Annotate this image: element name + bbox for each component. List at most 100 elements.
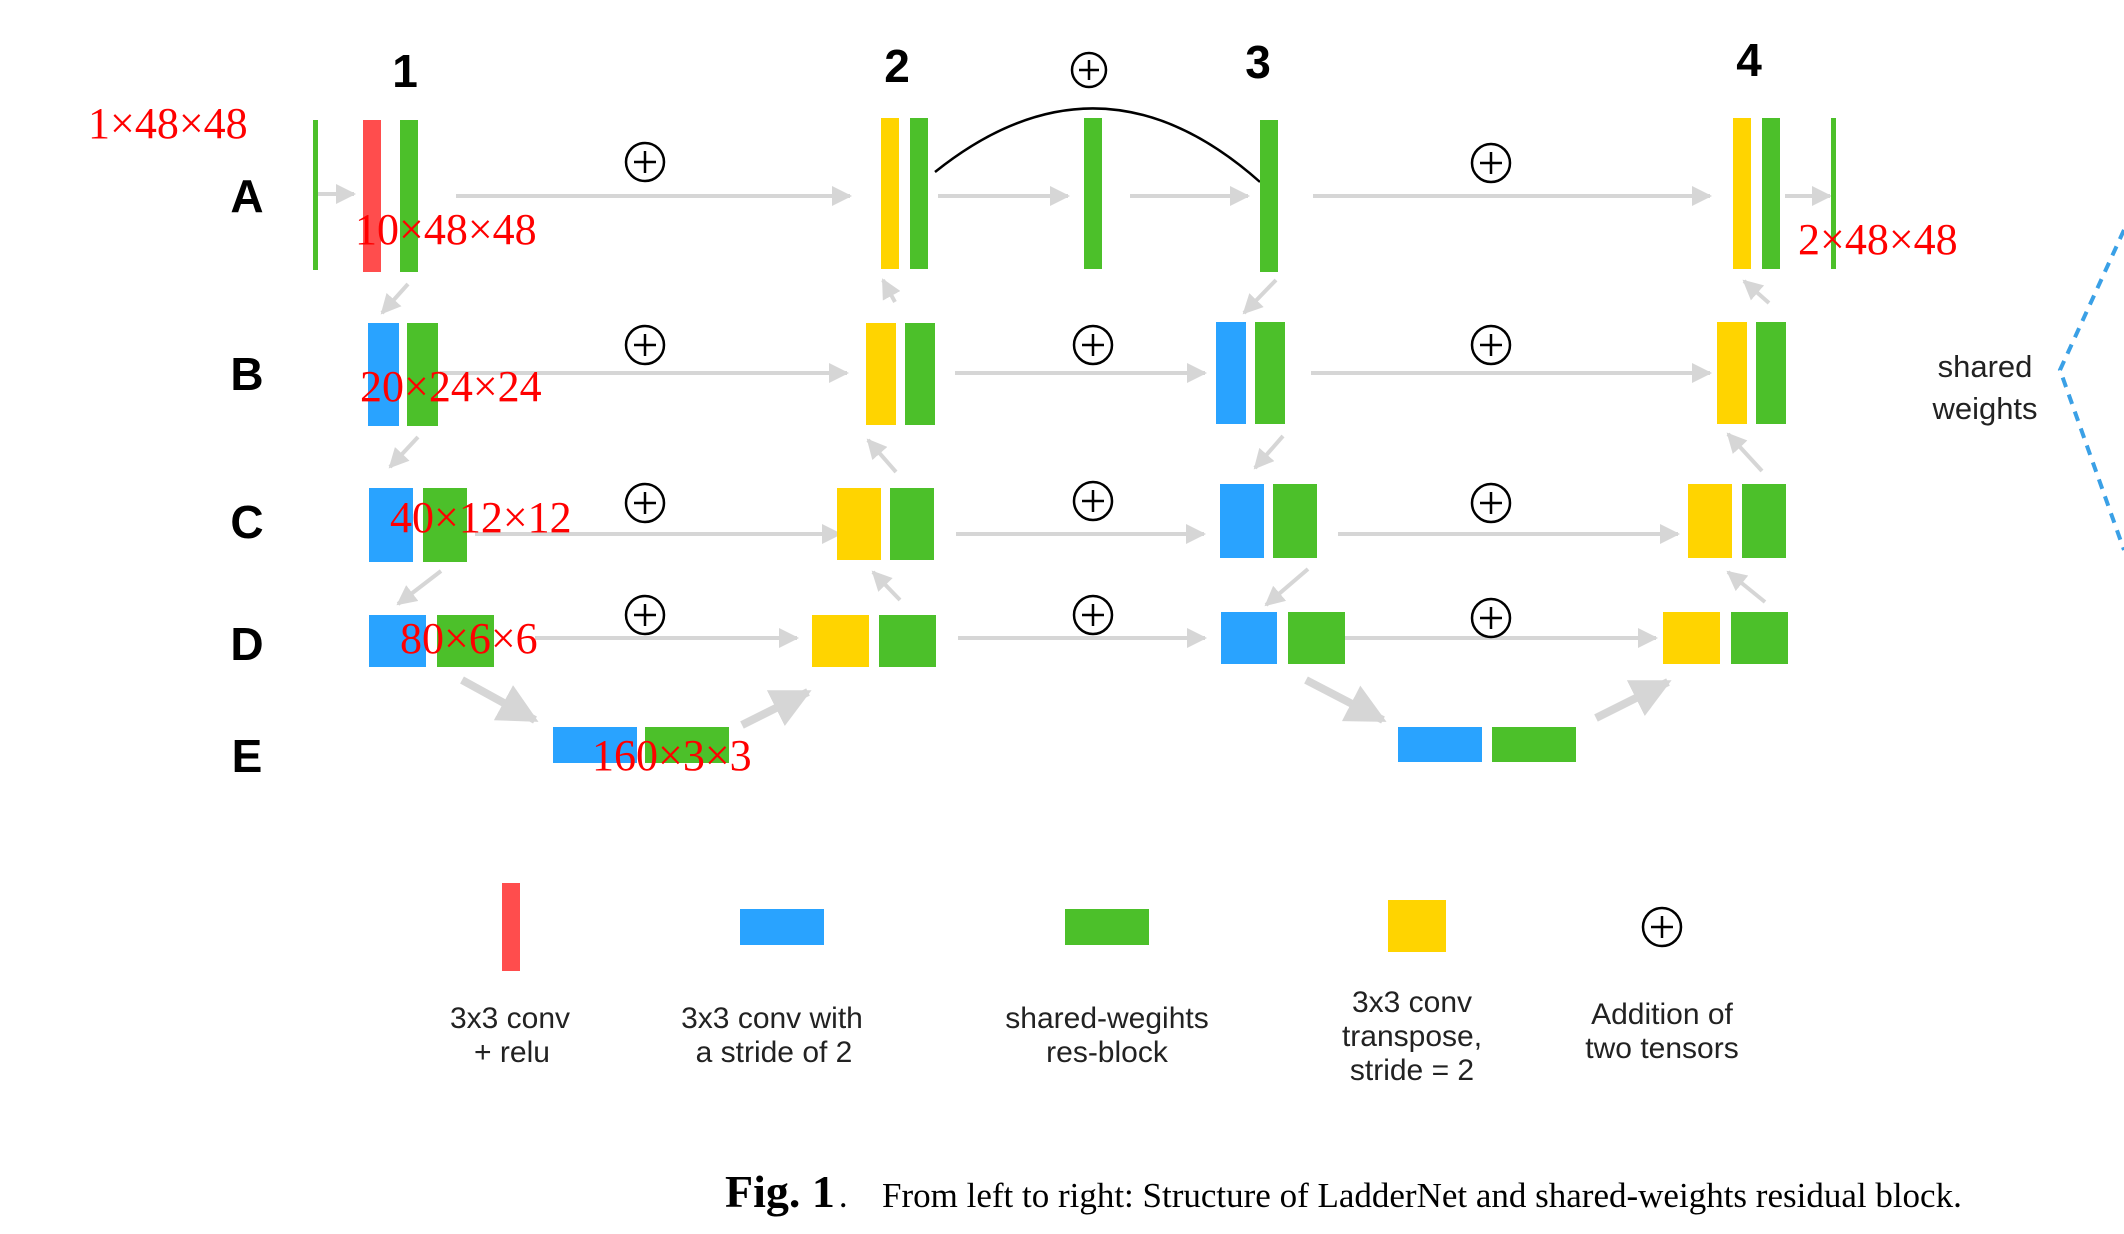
legend-swatch-res-block: [1065, 909, 1149, 945]
column-label-2: 2: [884, 40, 910, 92]
addition-symbols: [624, 51, 1683, 948]
arrow-a3-b3: [1242, 278, 1278, 315]
arrow-b2-a2: [881, 278, 901, 303]
addition-icon: [1470, 482, 1512, 524]
arrow-a1-b1: [380, 282, 410, 315]
dimension-annotations: 1×48×48 10×48×48 20×24×24 40×12×12 80×6×…: [88, 99, 1958, 780]
legend-label-transpose-line3: stride = 2: [1350, 1054, 1474, 1087]
arrow-c2-b2: [866, 438, 898, 474]
stride-conv-e1: [553, 727, 637, 763]
legend-label-relu-conv-line2: + relu: [474, 1036, 550, 1069]
transpose-conv-a4: [1733, 118, 1751, 269]
stride-conv-c3: [1220, 484, 1264, 558]
legend-swatch-relu-conv: [502, 883, 520, 971]
stride-conv-d3: [1221, 612, 1277, 664]
addition-icon: [1470, 597, 1512, 639]
row-label-d: D: [230, 618, 263, 670]
column-3-blocks: [1216, 120, 1576, 762]
addition-icon: [624, 141, 666, 183]
addition-icon: [624, 594, 666, 636]
arrow-e1-d2: [740, 688, 812, 729]
shared-weights-label-line2: weights: [1931, 391, 2037, 426]
arrow-b3-c3: [1253, 434, 1285, 470]
legend-label-stride-conv-line2: a stride of 2: [696, 1036, 853, 1069]
caption-period: .: [839, 1176, 848, 1215]
res-block-c4: [1742, 484, 1786, 558]
legend-swatch-stride-conv: [740, 909, 824, 945]
res-block-e2: [1492, 727, 1576, 762]
legend-label-addition-line2: two tensors: [1585, 1032, 1738, 1065]
res-block-a2: [910, 118, 928, 269]
level-arrows: [380, 278, 1771, 607]
column-label-3: 3: [1245, 36, 1271, 88]
shared-weights-label-line1: shared: [1938, 349, 2033, 384]
column-2-blocks: [812, 118, 936, 667]
arrow-b4-a4: [1742, 279, 1771, 305]
res-block-b1: [407, 323, 438, 426]
stride-conv-d1: [369, 615, 426, 667]
row-label-c: C: [230, 496, 263, 548]
stride-conv-b1: [368, 323, 399, 426]
column-4-blocks: [1663, 118, 1836, 664]
skip-arrows: [317, 184, 1832, 648]
legend-label-transpose-line2: transpose,: [1342, 1020, 1482, 1053]
legend-label-addition-line1: Addition of: [1591, 998, 1733, 1031]
arrow-e2-d4: [1594, 678, 1672, 722]
transpose-conv-b2: [866, 323, 896, 425]
addition-icon: [624, 324, 666, 366]
res-block-a1: [400, 120, 418, 272]
res-block-b4: [1756, 322, 1786, 424]
figure-caption: Fig. 1 . From left to right: Structure o…: [725, 1166, 1962, 1217]
stride-conv-e2: [1398, 727, 1482, 762]
legend-label-relu-conv-line1: 3x3 conv: [450, 1002, 570, 1035]
column-1-blocks: [313, 120, 729, 763]
bottleneck-arrows: [460, 676, 1672, 729]
transpose-conv-b4: [1717, 322, 1747, 424]
addition-icon: [1641, 906, 1683, 948]
skip-arc: [934, 107, 1261, 183]
res-block-b2: [905, 323, 935, 425]
caption-prefix: Fig. 1: [725, 1166, 835, 1217]
dim-row-e: 160×3×3: [592, 731, 752, 780]
arrow-d4-c4: [1726, 570, 1767, 604]
addition-icon: [1072, 480, 1114, 522]
res-block-d1: [437, 615, 494, 667]
res-block-e1: [645, 727, 729, 763]
shared-weights-bracket: [2057, 229, 2124, 551]
res-block-a3: [1260, 120, 1278, 272]
arrow-b1-c1: [388, 435, 420, 469]
output-block: [1831, 118, 1836, 269]
transpose-conv-d4: [1663, 612, 1720, 664]
res-block-c3: [1273, 484, 1317, 558]
row-label-b: B: [230, 348, 263, 400]
column-label-4: 4: [1736, 34, 1762, 86]
transpose-conv-c4: [1688, 484, 1732, 558]
legend: 3x3 conv + relu 3x3 conv with a stride o…: [450, 883, 1739, 1087]
dim-row-c: 40×12×12: [390, 493, 572, 542]
dim-input: 1×48×48: [88, 99, 248, 148]
arrow-d1-e1: [460, 676, 539, 724]
addition-icon: [624, 482, 666, 524]
res-block-a-mid: [1084, 118, 1102, 269]
row-label-a: A: [230, 170, 263, 222]
column-label-1: 1: [392, 45, 418, 97]
legend-label-stride-conv-line1: 3x3 conv with: [681, 1002, 863, 1035]
legend-label-res-block-line2: res-block: [1046, 1036, 1169, 1069]
caption-text: From left to right: Structure of LadderN…: [882, 1176, 1962, 1215]
arrow-d2-c2: [871, 570, 902, 602]
transpose-conv-c2: [837, 488, 881, 560]
transpose-conv-a2: [881, 118, 899, 269]
legend-swatch-transpose-conv: [1388, 900, 1446, 952]
addition-icon: [1470, 324, 1512, 366]
arrow-c3-d3: [1264, 567, 1310, 607]
dim-row-d: 80×6×6: [400, 614, 538, 663]
addition-icon: [1072, 594, 1114, 636]
conv-relu-block: [363, 120, 381, 272]
res-block-d2: [879, 615, 936, 667]
res-block-c2: [890, 488, 934, 560]
res-block-c1: [423, 488, 467, 562]
stride-conv-b3: [1216, 322, 1246, 424]
res-block-b3: [1255, 322, 1285, 424]
